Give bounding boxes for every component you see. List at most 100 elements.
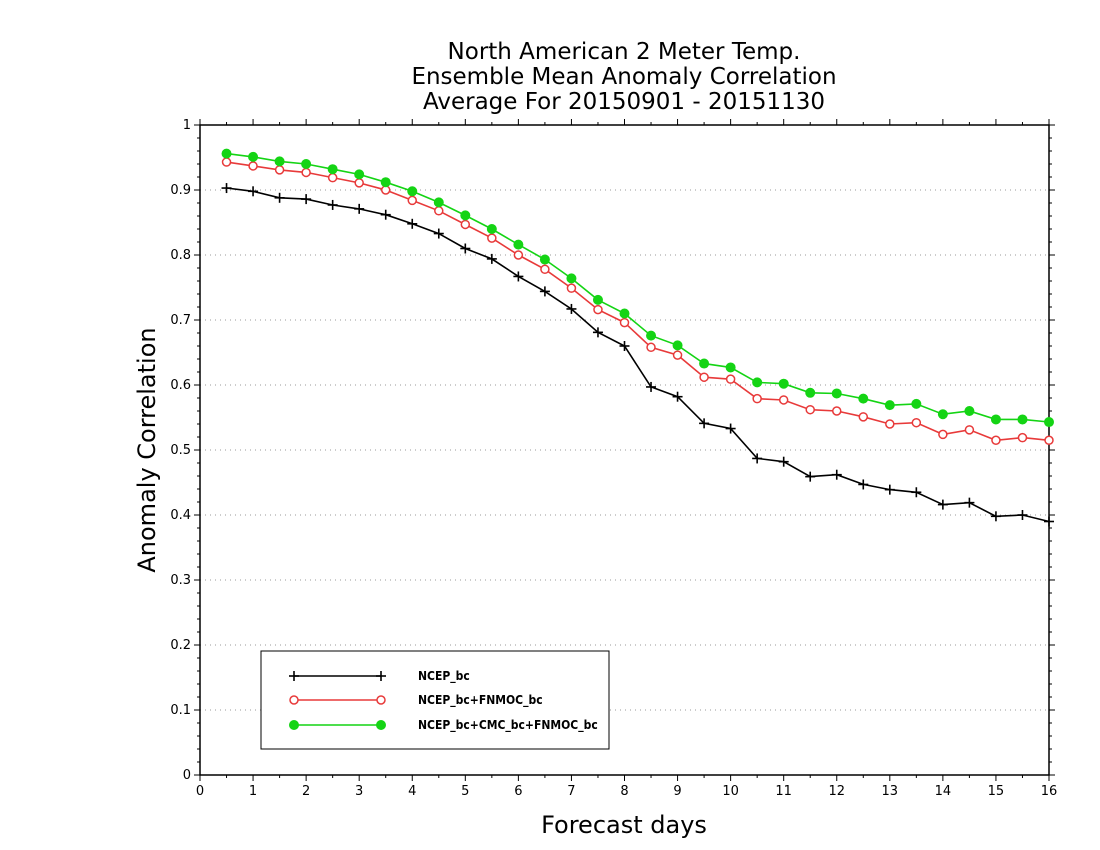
series-0-point-4 [327, 199, 338, 210]
series-2-point-6 [380, 177, 391, 188]
series-0-point-0 [221, 183, 232, 194]
series-0-point-31 [1044, 516, 1054, 527]
series-1-point-15 [619, 317, 630, 328]
y-tick-label: 0.5 [170, 443, 191, 458]
x-tick-label: 16 [1041, 784, 1058, 799]
series-2-point-25 [884, 400, 895, 411]
series-2-point-1 [248, 151, 259, 162]
series-1-point-11 [513, 250, 524, 260]
x-tick-label: 13 [882, 784, 899, 799]
x-tick-label: 11 [775, 784, 792, 799]
series-1-point-1 [248, 161, 258, 171]
series-1-point-13 [566, 283, 577, 293]
series-0-point-14 [592, 327, 603, 338]
x-tick-label: 9 [673, 784, 681, 799]
series-1-point-10 [487, 233, 497, 243]
series-0-point-7 [407, 218, 418, 229]
series-2-point-29 [990, 414, 1001, 425]
x-tick-label: 5 [461, 784, 469, 799]
series-0-point-20 [752, 453, 763, 464]
series-2-point-2 [274, 156, 285, 167]
series-1-point-30 [1017, 432, 1028, 443]
x-tick-label: 8 [620, 784, 628, 799]
series-1-point-17 [672, 350, 683, 360]
data-series [221, 148, 1054, 527]
series-2-point-4 [327, 164, 338, 175]
series-0-point-6 [380, 209, 391, 220]
series-1-point-5 [354, 178, 364, 188]
series-1-point-19 [725, 374, 736, 384]
legend: NCEP_bc NCEP_bc+FNMOC_bc NCEP_bc+CMC_bc+FN… [260, 650, 610, 750]
x-tick-label: 10 [722, 784, 739, 799]
series-2-point-19 [725, 362, 736, 373]
y-axis-label: Anomaly Correlation [133, 327, 161, 572]
series-0-point-30 [1017, 510, 1028, 520]
series-0-point-11 [513, 271, 524, 282]
series-2-point-16 [646, 330, 657, 341]
series-2 [221, 148, 1054, 428]
series-1-point-27 [938, 429, 948, 440]
series-2-point-31 [1044, 417, 1054, 428]
series-0-point-26 [911, 487, 922, 498]
series-2-point-5 [354, 169, 365, 180]
series-2-point-10 [486, 224, 497, 234]
series-line-1 [226, 161, 1050, 442]
series-0-point-15 [619, 341, 630, 351]
y-tick-label: 0.3 [170, 573, 191, 588]
series-0-point-8 [433, 228, 444, 239]
series-2-point-11 [513, 239, 524, 250]
series-0-point-16 [646, 381, 657, 392]
x-tick-label: 6 [514, 784, 522, 799]
series-0-point-22 [805, 471, 816, 482]
series-2-point-8 [433, 197, 444, 208]
series-1-point-20 [752, 393, 762, 404]
y-tick-label: 0.8 [170, 248, 191, 263]
series-0-point-17 [672, 391, 683, 402]
legend-marker-start-2 [289, 720, 299, 730]
series-1-point-12 [540, 264, 550, 275]
series-1-point-23 [832, 406, 842, 416]
x-tick-label: 12 [828, 784, 845, 799]
series-1-point-26 [911, 417, 922, 428]
y-tick-label: 0 [183, 768, 191, 783]
series-2-point-9 [460, 210, 471, 221]
series-0 [221, 183, 1054, 527]
series-2-point-18 [699, 358, 710, 369]
chart-title-line-1: North American 2 Meter Temp. [448, 39, 801, 65]
legend-label-0: NCEP_bc [418, 669, 470, 684]
series-0-point-21 [778, 456, 789, 467]
x-tick-label: 1 [249, 784, 257, 799]
legend-label-1: NCEP_bc+FNMOC_bc [418, 693, 543, 708]
series-2-point-27 [937, 409, 948, 420]
series-0-point-18 [699, 418, 710, 429]
series-2-point-30 [1017, 414, 1028, 425]
series-2-point-24 [858, 393, 869, 404]
series-0-point-3 [301, 194, 312, 205]
series-2-point-14 [592, 294, 603, 305]
series-line-2 [226, 152, 1050, 423]
grid-lines [200, 189, 1049, 711]
x-tick-label: 3 [355, 784, 363, 799]
series-1-point-0 [221, 157, 232, 167]
series-0-point-2 [274, 192, 285, 203]
series-0-point-5 [354, 203, 365, 214]
y-tick-label: 0.6 [170, 378, 191, 393]
series-0-point-9 [460, 243, 471, 254]
legend-marker-end-0 [376, 671, 386, 681]
series-2-point-28 [964, 406, 975, 416]
series-0-point-28 [964, 497, 975, 508]
chart-title-line-2: Ensemble Mean Anomaly Correlation [411, 64, 836, 90]
series-1-point-2 [274, 165, 285, 175]
series-0-point-12 [539, 286, 550, 297]
x-tick-label: 2 [302, 784, 310, 799]
y-tick-label: 1 [183, 118, 191, 133]
y-tick-label: 0.1 [170, 703, 191, 718]
y-tick-label: 0.9 [170, 183, 191, 198]
series-1-point-16 [646, 342, 656, 353]
x-tick-label: 7 [567, 784, 575, 799]
legend-marker-end-2 [376, 720, 386, 730]
series-2-point-20 [752, 377, 763, 388]
series-2-point-13 [566, 273, 577, 284]
series-1-point-3 [301, 167, 311, 178]
